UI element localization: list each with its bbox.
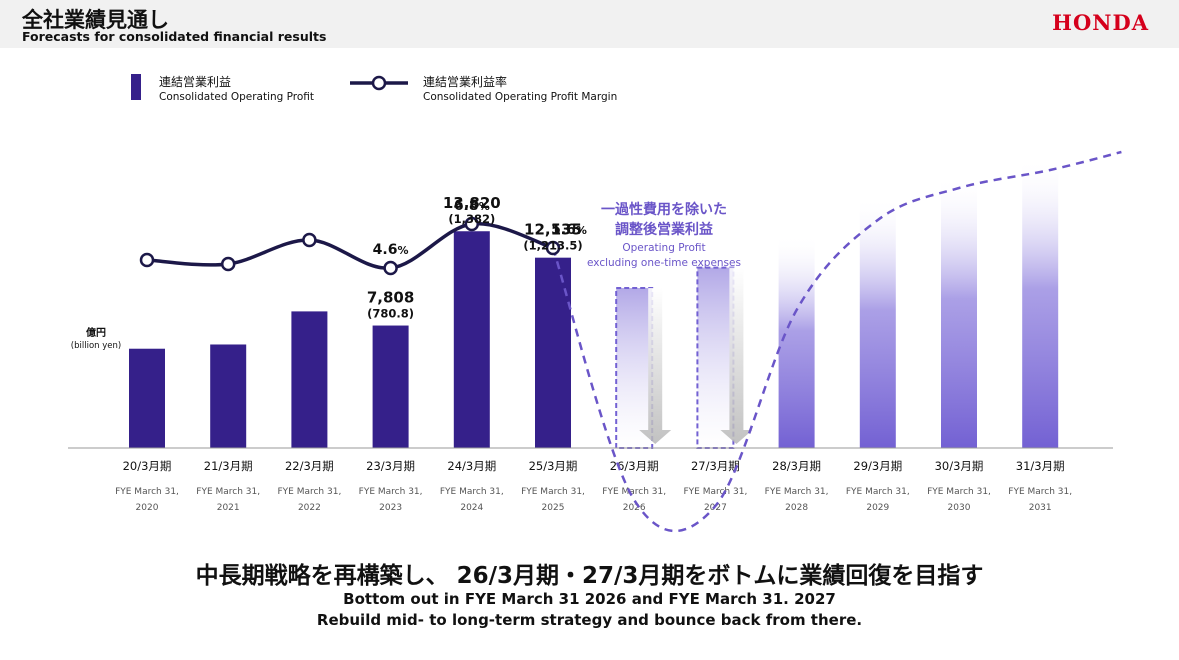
x-tick-label-en: FYE March 31, xyxy=(1008,487,1072,497)
x-tick-label-ja: 25/3月期 xyxy=(529,459,578,473)
x-tick-label-year: 2030 xyxy=(948,503,971,513)
margin-point-2023 xyxy=(383,260,398,276)
page-title: 全社業績見通し xyxy=(22,8,169,32)
page-subtitle: Forecasts for consolidated financial res… xyxy=(22,29,327,44)
x-tick-label-ja: 29/3月期 xyxy=(853,459,902,473)
x-tick-label-en: FYE March 31, xyxy=(359,487,423,497)
bar-2021 xyxy=(210,344,247,448)
bar-2023 xyxy=(372,325,409,448)
x-tick-label-year: 2020 xyxy=(136,503,159,513)
legend-line-label-en: Consolidated Operating Profit Margin xyxy=(423,91,617,103)
x-tick-label-ja: 26/3月期 xyxy=(610,459,659,473)
unit-label-en: (billion yen) xyxy=(71,341,121,351)
bar-2031 xyxy=(1022,157,1059,448)
margin-point-2021 xyxy=(220,256,236,272)
annotation-en-line1: Operating Profit xyxy=(622,242,705,254)
x-tick-label-ja: 21/3月期 xyxy=(204,459,253,473)
x-tick-label-year: 2027 xyxy=(704,503,727,513)
bar-2024 xyxy=(453,231,490,448)
x-tick-label-en: FYE March 31, xyxy=(683,487,747,497)
unit-label: 億円 xyxy=(86,326,106,339)
x-tick-label-year: 2031 xyxy=(1029,503,1052,513)
x-tick-label-year: 2025 xyxy=(542,503,565,513)
annotation-ja-line2: 調整後営業利益 xyxy=(615,221,713,238)
x-tick-label-ja: 31/3月期 xyxy=(1016,459,1065,473)
x-tick-label-year: 2029 xyxy=(866,503,889,513)
bar-2030 xyxy=(941,176,977,449)
x-tick-label-en: FYE March 31, xyxy=(846,487,910,497)
x-tick-label-ja: 24/3月期 xyxy=(447,459,496,473)
margin-point-2022 xyxy=(302,232,317,248)
x-tick-label-ja: 30/3月期 xyxy=(935,459,984,473)
down-arrow-2026 xyxy=(639,288,672,444)
x-tick-label-year: 2023 xyxy=(379,503,402,513)
value-sublabel-2025: (1,213.5) xyxy=(523,239,582,253)
x-tick-label-ja: 22/3月期 xyxy=(285,459,334,473)
bar-2026 xyxy=(615,287,654,449)
x-tick-label-en: FYE March 31, xyxy=(115,487,179,497)
legend-bar-label-en: Consolidated Operating Profit xyxy=(159,91,314,103)
value-sublabel-2023: (780.8) xyxy=(367,307,414,321)
x-tick-label-en: FYE March 31, xyxy=(602,487,666,497)
x-tick-label-ja: 28/3月期 xyxy=(772,459,821,473)
legend-line-marker xyxy=(371,75,387,91)
x-tick-label-en: FYE March 31, xyxy=(521,487,585,497)
annotation-en-line2: excluding one-time expenses xyxy=(587,257,741,269)
legend-bar-label-ja: 連結営業利益 xyxy=(159,75,231,89)
operating-profit-chart: 連結営業利益 Consolidated Operating Profit 連結営… xyxy=(68,74,1122,533)
x-tick-label-en: FYE March 31, xyxy=(277,487,341,497)
margin-label-2024: 6.8% xyxy=(454,198,490,214)
value-label-2025: 12,135 xyxy=(524,221,582,239)
value-sublabel-2024: (1,382) xyxy=(448,212,495,226)
headline-message-ja: 中長期戦略を再構築し、 26/3月期・27/3月期をボトムに業績回復を目指す xyxy=(195,563,984,589)
margin-point-2025 xyxy=(545,240,561,256)
bar-2027 xyxy=(696,266,735,450)
x-tick-label-year: 2026 xyxy=(623,503,646,513)
margin-projection-line xyxy=(551,150,1122,533)
annotation-ja-line1: 一過性費用を除いた xyxy=(601,201,727,218)
bar-2029 xyxy=(859,197,896,448)
bar-2025 xyxy=(535,257,571,448)
x-tick-label-ja: 20/3月期 xyxy=(123,459,172,473)
margin-label-2025: 5.6% xyxy=(551,222,587,238)
x-tick-label-ja: 23/3月期 xyxy=(366,459,415,473)
honda-logo: HONDA xyxy=(1052,10,1149,35)
margin-actual-line xyxy=(146,222,554,270)
margin-point-2024 xyxy=(464,216,480,232)
bar-2020 xyxy=(129,348,165,448)
margin-label-2023: 4.6% xyxy=(373,242,409,258)
x-tick-label-ja: 27/3月期 xyxy=(691,459,740,473)
down-arrow-2027 xyxy=(720,267,753,444)
x-tick-label-year: 2028 xyxy=(785,503,808,513)
header-band xyxy=(0,0,1179,48)
margin-point-2020 xyxy=(139,252,155,268)
x-tick-label-en: FYE March 31, xyxy=(765,487,829,497)
value-label-2023: 7,808 xyxy=(367,289,414,307)
bar-2022 xyxy=(291,311,328,448)
x-tick-label-year: 2021 xyxy=(217,503,240,513)
x-tick-label-year: 2022 xyxy=(298,503,321,513)
x-tick-label-en: FYE March 31, xyxy=(196,487,260,497)
bar-2028 xyxy=(778,234,815,448)
legend-line-label-ja: 連結営業利益率 xyxy=(423,74,507,89)
legend-bar-swatch xyxy=(131,74,141,100)
headline-message-en-line1: Bottom out in FYE March 31 2026 and FYE … xyxy=(343,590,836,608)
value-label-2024: 13,820 xyxy=(443,194,501,212)
x-tick-label-year: 2024 xyxy=(460,503,483,513)
x-tick-label-en: FYE March 31, xyxy=(440,487,504,497)
x-tick-label-en: FYE March 31, xyxy=(927,487,991,497)
headline-message-en-line2: Rebuild mid- to long-term strategy and b… xyxy=(316,611,863,629)
